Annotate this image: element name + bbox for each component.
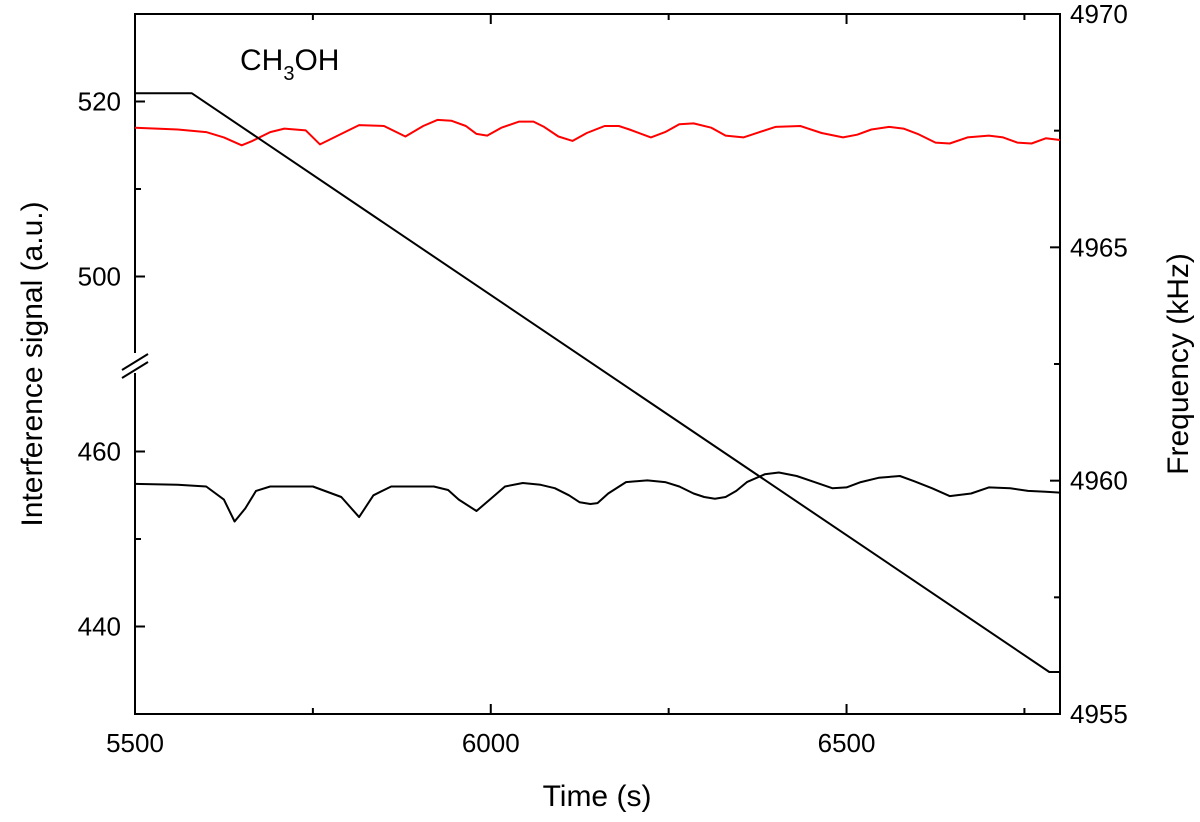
- y-left-tick-label: 520: [78, 87, 121, 117]
- y-left-tick-label: 440: [78, 612, 121, 642]
- x-axis-title: Time (s): [543, 780, 652, 813]
- y-axis-title-left: Interference signal (a.u.): [16, 201, 49, 526]
- y-right-tick-label: 4970: [1070, 0, 1128, 29]
- y-left-tick-label: 460: [78, 437, 121, 467]
- x-tick-label: 5500: [106, 728, 164, 758]
- y-right-tick-label: 4960: [1070, 466, 1128, 496]
- axis-ticks: [134, 13, 1060, 715]
- plot-area-frame: [134, 13, 1061, 715]
- axis-break-marks: [121, 353, 149, 379]
- series-layer: [134, 92, 1061, 673]
- red-signal-line: [134, 118, 1061, 147]
- y-right-tick-label: 4955: [1070, 699, 1128, 729]
- annotation-label: CH3OH: [240, 44, 339, 85]
- y-left-tick-label: 500: [78, 262, 121, 292]
- black-signal-line: [134, 471, 1061, 523]
- y-axis-title-right: Frequency (kHz): [1162, 253, 1195, 475]
- x-tick-label: 6000: [462, 728, 520, 758]
- y-right-tick-label: 4965: [1070, 232, 1128, 262]
- frequency-ramp-line: [135, 92, 1060, 673]
- x-tick-label: 6500: [818, 728, 876, 758]
- tick-labels: 5500 6000 6500 500 520 440 460 4955 4960 4965 4970: [78, 0, 1128, 758]
